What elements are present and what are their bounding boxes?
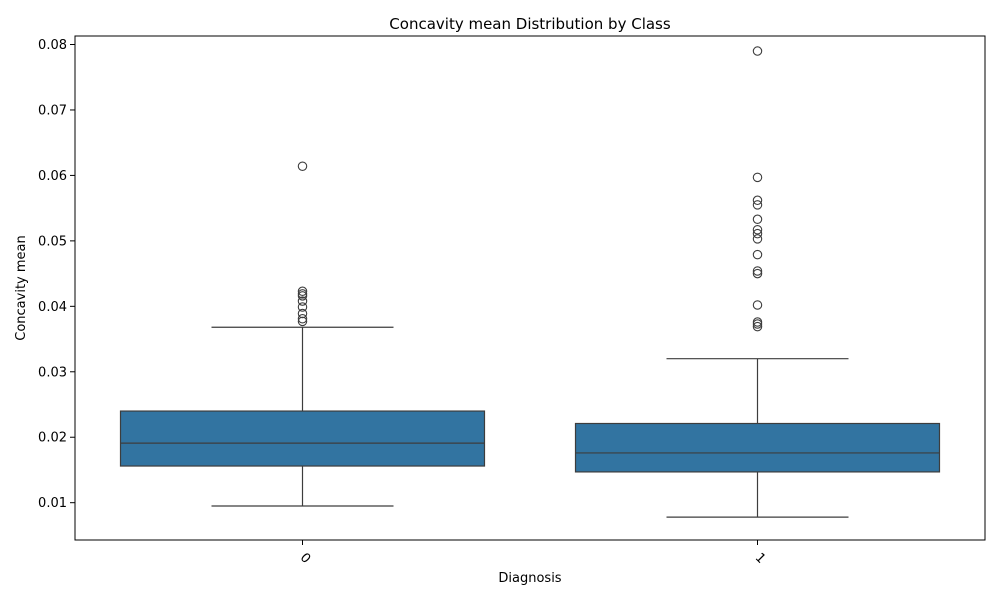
y-axis-label: Concavity mean: [14, 235, 29, 340]
outlier-point: [297, 314, 308, 324]
outlier-point: [752, 46, 763, 56]
box-group-0: [119, 161, 486, 507]
outlier-point: [752, 195, 763, 206]
outlier-point: [297, 308, 308, 319]
x-tick-label: 0: [297, 550, 313, 566]
outlier-point: [752, 234, 763, 244]
x-axis-label: Diagnosis: [498, 571, 561, 586]
y-tick-label: 0.06: [38, 169, 67, 184]
y-tick-label: 0.08: [38, 38, 67, 53]
outlier-point: [752, 268, 763, 279]
outlier-point: [752, 172, 763, 183]
outlier-point: [297, 302, 308, 312]
outlier-point: [297, 289, 308, 299]
y-tick-label: 0.04: [38, 300, 67, 315]
plot-frame: [74, 35, 986, 541]
y-tick-label: 0.07: [38, 103, 67, 118]
outlier-point: [752, 228, 763, 239]
y-tick-label: 0.03: [38, 365, 67, 380]
y-axis: 0.01 0.02 0.03 0.04 0.05 0.06 0.07 0.08: [38, 38, 75, 511]
box-iqr: [574, 422, 941, 473]
outlier-point: [752, 266, 763, 276]
outlier-point: [752, 200, 763, 210]
outlier-point: [752, 300, 763, 310]
outlier-point: [297, 161, 308, 172]
x-tick-label: 1: [752, 550, 768, 566]
outlier-point: [297, 286, 308, 297]
outlier-point: [752, 224, 763, 235]
y-tick-label: 0.01: [38, 496, 67, 511]
outlier-point: [752, 321, 763, 332]
boxes-layer: [119, 46, 941, 518]
box-iqr: [119, 410, 486, 467]
outlier-point: [752, 214, 763, 225]
y-tick-label: 0.02: [38, 431, 67, 446]
y-tick-label: 0.05: [38, 234, 67, 249]
chart-title: Concavity mean Distribution by Class: [389, 15, 671, 33]
box-group-1: [574, 46, 941, 518]
outlier-point: [752, 317, 763, 327]
outlier-point: [752, 249, 763, 260]
outlier-point: [297, 296, 308, 306]
